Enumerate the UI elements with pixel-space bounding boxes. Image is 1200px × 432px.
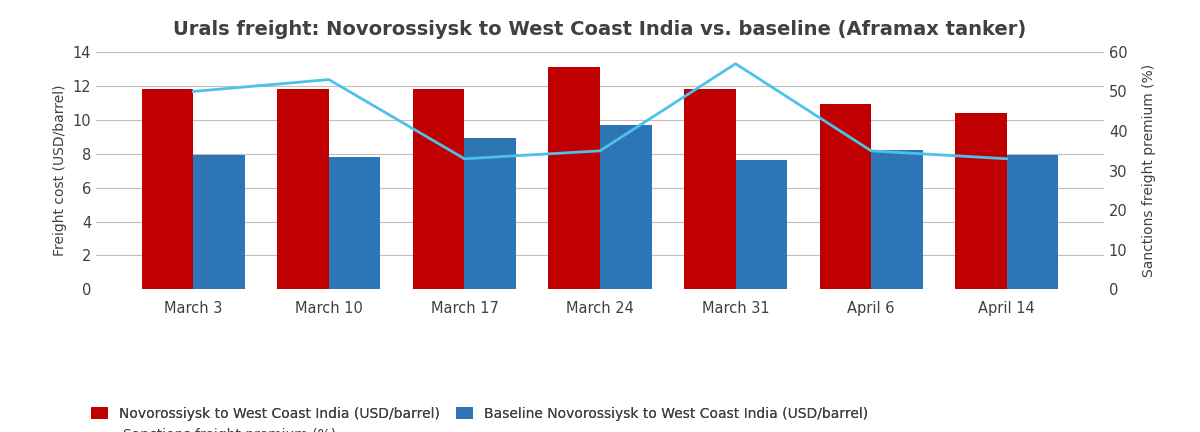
Y-axis label: Freight cost (USD/barrel): Freight cost (USD/barrel)	[53, 85, 67, 256]
Legend: Novorossiysk to West Coast India (USD/barrel), Baseline Novorossiysk to West Coa: Novorossiysk to West Coast India (USD/ba…	[91, 407, 868, 421]
Bar	[871, 150, 923, 289]
Bar	[684, 89, 736, 289]
Bar	[142, 89, 193, 289]
Legend: Sanctions freight premium (%): Sanctions freight premium (%)	[91, 429, 336, 432]
Bar	[329, 157, 380, 289]
Bar	[464, 138, 516, 289]
Bar	[548, 67, 600, 289]
Bar	[955, 113, 1007, 289]
Bar	[277, 89, 329, 289]
Bar	[600, 125, 652, 289]
Y-axis label: Sanctions freight premium (%): Sanctions freight premium (%)	[1141, 64, 1156, 277]
Bar	[1007, 156, 1058, 289]
Title: Urals freight: Novorossiysk to West Coast India vs. baseline (Aframax tanker): Urals freight: Novorossiysk to West Coas…	[173, 20, 1027, 39]
Bar	[193, 156, 245, 289]
Bar	[820, 105, 871, 289]
Bar	[736, 160, 787, 289]
Bar	[413, 89, 464, 289]
